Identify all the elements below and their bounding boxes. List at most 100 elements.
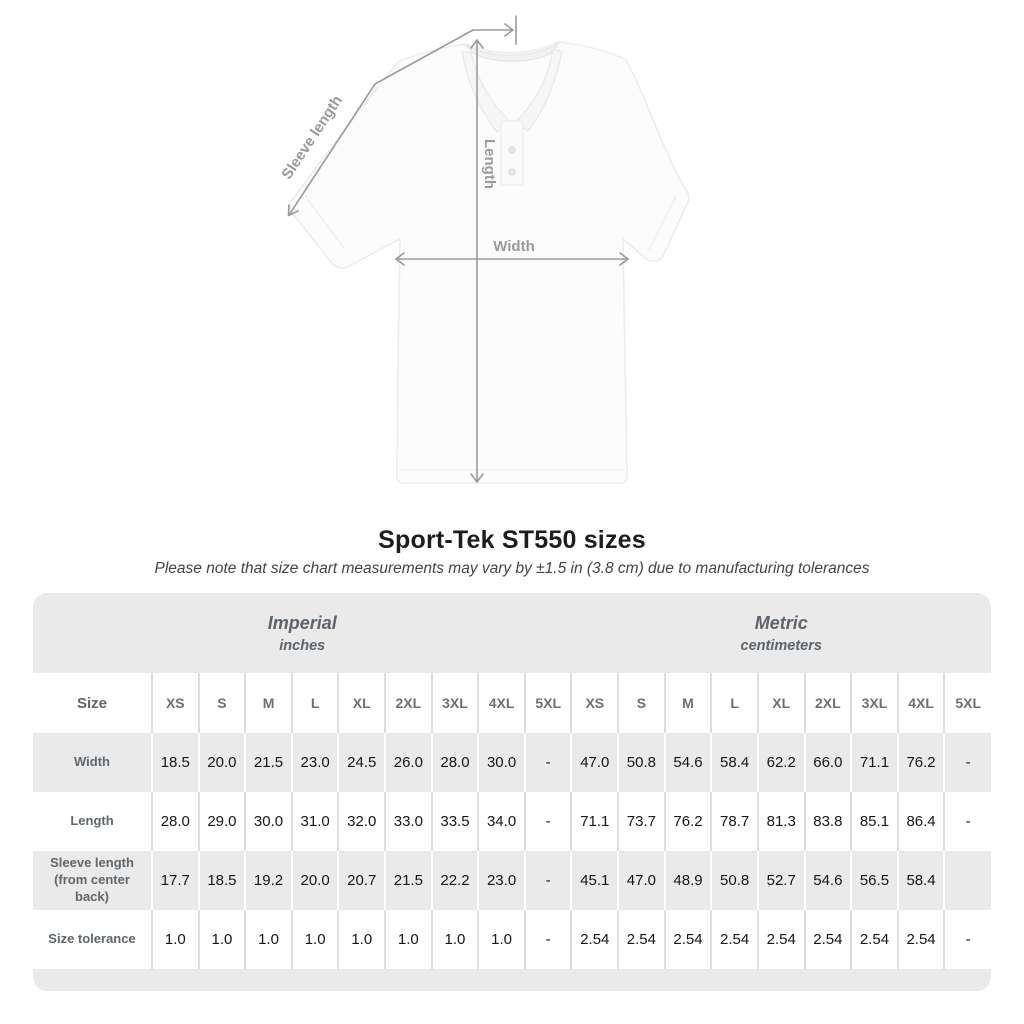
measurement-cell-metric: 54.6 (663, 733, 712, 792)
measurement-cell-imperial: 20.0 (197, 733, 246, 792)
table-row: Width 18.5 20.0 21.5 23.0 24.5 26.0 28.0 30.0-47… (33, 733, 991, 792)
measurement-cell-imperial: 1.0 (477, 910, 525, 969)
imperial-unit: inches (279, 637, 326, 654)
column-header-imperial-xs: XS (151, 673, 199, 733)
length-label: Length (481, 139, 498, 189)
measurement-cell-metric: 56.5 (850, 851, 898, 910)
chart-heading: Sport-Tek ST550 sizes Please note that s… (0, 526, 1024, 578)
button-icon (508, 168, 516, 176)
measurement-cell-metric: 50.8 (617, 733, 665, 792)
measurement-cell-imperial: 31.0 (290, 792, 339, 851)
measurement-cell-metric: 86.4 (896, 792, 945, 851)
size-corner-header: Size (33, 673, 152, 733)
table-row: Sleeve length (from center back) 17.7 18.5… (33, 851, 991, 910)
measurement-cell-imperial: 1.0 (244, 910, 292, 969)
measurement-cell-metric: 73.7 (617, 792, 665, 851)
measurement-cell-metric: 81.3 (756, 792, 805, 851)
measurement-cell-imperial: 1.0 (197, 910, 246, 969)
measurement-cell-metric: 66.0 (803, 733, 852, 792)
size-header-row: Size XS S M L XL 2XL 3XL 4XL 5XL XS S M L XL 2XL 3XL 4XL… (33, 673, 991, 733)
measurement-cell-metric: 58.4 (710, 733, 758, 792)
measurement-cell-metric: 2.54 (570, 910, 619, 969)
measurement-cell-metric: 85.1 (850, 792, 898, 851)
measurement-cell-metric: 78.7 (710, 792, 758, 851)
measurement-cell-imperial: 30.0 (477, 733, 525, 792)
metric-group-header: Metric centimeters (571, 593, 991, 673)
polo-shirt-outline (289, 41, 690, 484)
column-header-imperial-2xl: 2XL (384, 673, 432, 733)
measurement-cell-metric: 76.2 (663, 792, 712, 851)
measurement-cell-metric: 76.2 (896, 733, 945, 792)
measurement-cell-metric: 2.54 (803, 910, 852, 969)
measurement-cell-metric: 45.1 (570, 851, 619, 910)
measurement-cell-metric: 54.6 (803, 851, 852, 910)
measurement-cell-imperial: 1.0 (430, 910, 479, 969)
column-header-imperial-l: L (290, 673, 339, 733)
measurement-cell-imperial: 23.0 (477, 851, 525, 910)
measurement-cell-metric: 52.7 (756, 851, 805, 910)
measurement-cell-imperial: 22.2 (430, 851, 479, 910)
measurement-cell-metric: 2.54 (756, 910, 805, 969)
measurement-cell-imperial: 24.5 (337, 733, 386, 792)
measurement-cell-imperial: 1.0 (384, 910, 432, 969)
measurement-cell-metric: 83.8 (803, 792, 852, 851)
sleeve-length-arrow (287, 15, 517, 217)
measurement-cell-imperial: 32.0 (337, 792, 386, 851)
measurement-cell-imperial: - (523, 792, 572, 851)
measurement-cell-imperial: 33.0 (384, 792, 432, 851)
measurement-cell-metric: 62.2 (756, 733, 805, 792)
metric-label: Metric (754, 612, 808, 633)
row-label: Width (33, 733, 152, 792)
measurement-cell-metric: - (943, 910, 991, 969)
measurement-cell-imperial: 34.0 (477, 792, 525, 851)
page-title: Sport-Tek ST550 sizes (378, 526, 646, 554)
measurement-cell-imperial: 20.0 (290, 851, 339, 910)
measurement-cell-metric: 71.1 (570, 792, 619, 851)
row-label: Sleeve length (from center back) (33, 851, 152, 910)
table-row: Length 28.0 29.0 30.0 31.0 32.0 33.0 33.5 34.0-7… (33, 792, 991, 851)
measurement-cell-metric: - (943, 733, 991, 792)
column-header-imperial-m: M (244, 673, 292, 733)
measurement-cell-imperial: - (523, 733, 572, 792)
measurement-cell-imperial: 21.5 (384, 851, 432, 910)
length-arrow (470, 39, 484, 483)
table-row: Size tolerance 1.0 1.0 1.0 1.0 1.0 1.0 1.0 1.0-2… (33, 910, 991, 969)
column-header-metric-xs: XS (570, 673, 619, 733)
measurement-cell-imperial: 23.0 (290, 733, 339, 792)
column-header-imperial-3xl: 3XL (430, 673, 479, 733)
column-header-imperial-5xl: 5XL (523, 673, 572, 733)
measurement-cell-metric: - (943, 792, 991, 851)
unit-group-row: Imperial inches Metric centimeters (33, 593, 991, 673)
column-header-imperial-4xl: 4XL (477, 673, 525, 733)
column-header-metric-3xl: 3XL (850, 673, 898, 733)
measurement-cell-metric: 2.54 (617, 910, 665, 969)
column-header-metric-xl: XL (756, 673, 805, 733)
measurement-cell-imperial: 1.0 (151, 910, 199, 969)
column-header-metric-m: M (663, 673, 712, 733)
polo-collar (461, 41, 563, 133)
measurement-cell-metric (943, 851, 991, 910)
measurement-cell-imperial: 17.7 (151, 851, 199, 910)
column-header-metric-l: L (710, 673, 758, 733)
column-header-metric-5xl: 5XL (943, 673, 991, 733)
measurement-cell-metric: 47.0 (617, 851, 665, 910)
measurement-cell-imperial: 28.0 (151, 792, 199, 851)
imperial-label: Imperial (267, 612, 337, 633)
measurement-cell-imperial: 20.7 (337, 851, 386, 910)
button-icon (508, 146, 516, 154)
tolerance-note: Please note that size chart measurements… (154, 560, 870, 577)
measurement-cell-imperial: 19.2 (244, 851, 292, 910)
column-header-metric-2xl: 2XL (803, 673, 852, 733)
measurement-cell-metric: 48.9 (663, 851, 712, 910)
measurement-cell-imperial: 30.0 (244, 792, 292, 851)
column-header-imperial-xl: XL (337, 673, 386, 733)
measurement-cell-imperial: 28.0 (430, 733, 479, 792)
measurement-cell-metric: 2.54 (896, 910, 945, 969)
measurement-cell-imperial: - (523, 851, 572, 910)
column-header-imperial-s: S (197, 673, 246, 733)
measurement-cell-imperial: 33.5 (430, 792, 479, 851)
row-label: Length (33, 792, 152, 851)
measurement-cell-metric: 71.1 (850, 733, 898, 792)
width-label: Width (493, 238, 535, 255)
imperial-group-header: Imperial inches (33, 593, 572, 673)
